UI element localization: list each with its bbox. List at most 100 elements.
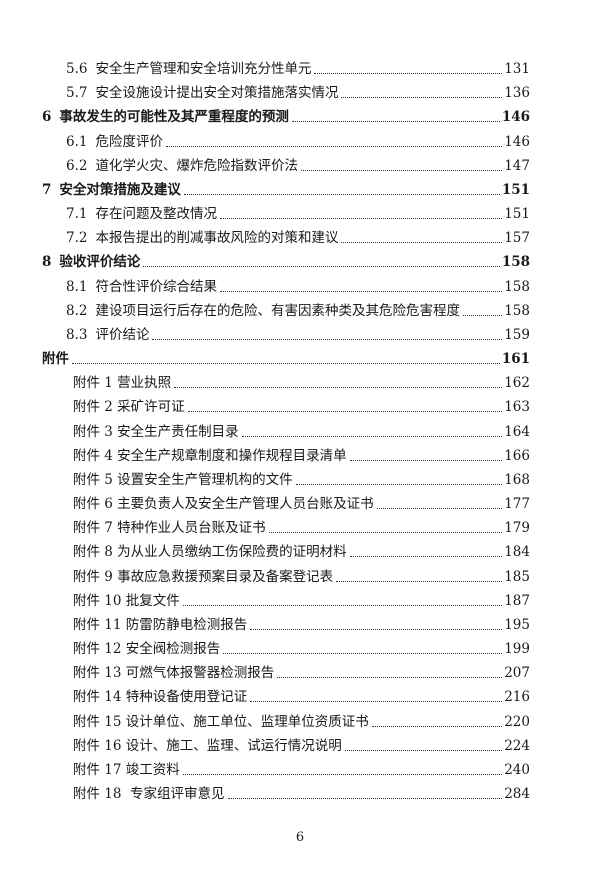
toc-entry[interactable]: 附件 11 防雷防静电检测报告 195 [73, 615, 530, 635]
toc-entry[interactable]: 5.7 安全设施设计提出安全对策措施落实情况 136 [66, 83, 530, 103]
toc-entry-title: 危险度评价 [95, 133, 163, 150]
toc-entry[interactable]: 附件 14 特种设备使用登记证 216 [73, 687, 530, 707]
dot-leader [182, 604, 503, 606]
toc-entry-page: 146 [501, 109, 530, 126]
toc-entry-page: 185 [504, 568, 530, 585]
toc-entry-title: 附件 15 设计单位、施工单位、监理单位资质证书 [73, 713, 369, 730]
toc-entry-page: 224 [504, 737, 530, 754]
toc-entry[interactable]: 8.1 符合性评价综合结果 158 [66, 277, 530, 297]
toc-entry[interactable]: 7.1 存在问题及整改情况 151 [66, 204, 530, 224]
toc-entry-title: 附件 9 事故应急救援预案目录及备案登记表 [73, 568, 334, 585]
toc-entry-title: 附件 [42, 351, 69, 368]
toc-entry[interactable]: 附件 1 营业执照 162 [73, 373, 530, 393]
toc-entry[interactable]: 附件 7 特种作业人员台账及证书 179 [73, 518, 530, 538]
toc-entry[interactable]: 附件 6 主要负责人及安全生产管理人员台账及证书 177 [73, 494, 530, 514]
toc-entry[interactable]: 附件 9 事故应急救援预案目录及备案登记表 185 [73, 567, 530, 587]
dot-leader [341, 242, 503, 244]
toc-entry-title: 安全生产管理和安全培训充分性单元 [95, 61, 312, 77]
toc-entry-title: 验收评价结论 [59, 254, 141, 271]
toc-entry-title: 建设项目运行后存在的危险、有害因素种类及其危险危害程度 [95, 302, 460, 319]
toc-entry[interactable]: 附件 8 为从业人员缴纳工伤保险费的证明材料 184 [73, 542, 530, 562]
toc-entry-page: 163 [504, 399, 530, 416]
toc-entry-title: 附件 18 专家组评审意见 [73, 786, 225, 803]
toc-entry[interactable]: 6.2 道化学火灾、爆炸危险指数评价法 147 [66, 156, 530, 176]
toc-entry[interactable]: 6 事故发生的可能性及其严重程度的预测 146 [42, 107, 530, 127]
toc-entry-page: 136 [504, 85, 530, 102]
dot-leader [371, 725, 503, 727]
toc-entry-number: 7 [42, 181, 52, 198]
toc-entry[interactable]: 附件 13 可燃气体报警器检测报告 207 [73, 663, 530, 683]
toc-entry-title: 附件 10 批复文件 [73, 592, 180, 609]
dot-leader [314, 73, 503, 74]
dot-leader [277, 677, 503, 679]
toc-entry[interactable]: 附件 15 设计单位、施工单位、监理单位资质证书 220 [73, 712, 530, 732]
dot-leader [349, 556, 503, 558]
toc-entry-title: 附件 17 竣工资料 [73, 761, 180, 778]
toc-entry-number: 7.2 [66, 230, 88, 247]
dot-leader [182, 773, 503, 775]
toc-entry[interactable]: 附件 16 设计、施工、监理、试运行情况说明 224 [73, 736, 530, 756]
toc-entry-number: 8 [42, 254, 52, 271]
page-number: 6 [295, 830, 305, 845]
dot-leader [174, 387, 503, 389]
toc-entry-page: 146 [504, 133, 530, 150]
toc-entry-page: 184 [504, 544, 530, 561]
dot-leader [376, 508, 503, 510]
toc-entry-title: 本报告提出的削减事故风险的对策和建议 [95, 230, 339, 247]
toc-entry-title: 附件 14 特种设备使用登记证 [73, 689, 248, 706]
toc-entry-title: 附件 11 防雷防静电检测报告 [73, 616, 248, 633]
toc-entry-title: 安全对策措施及建议 [59, 181, 181, 198]
dot-leader [250, 628, 503, 630]
toc-entry[interactable]: 附件 3 安全生产责任制目录 164 [73, 422, 530, 442]
dot-leader [183, 193, 500, 195]
dot-leader [268, 532, 503, 534]
toc-entry-title: 道化学火灾、爆炸危险指数评价法 [95, 157, 298, 174]
toc-entry-title: 附件 5 设置安全生产管理机构的文件 [73, 471, 293, 488]
toc-entry[interactable]: 8 验收评价结论 158 [42, 252, 530, 272]
toc-entry[interactable]: 附件 10 批复文件 187 [73, 591, 530, 611]
toc-entry-page: 158 [501, 254, 530, 271]
dot-leader [187, 411, 503, 413]
toc-entry-title: 附件 12 安全阀检测报告 [73, 641, 221, 658]
toc-entry[interactable]: 附件 5 设置安全生产管理机构的文件 168 [73, 470, 530, 490]
toc-entry[interactable]: 附件 12 安全阀检测报告 199 [73, 639, 530, 659]
toc-entry[interactable]: 6.1 危险度评价 146 [66, 132, 530, 152]
toc-entry[interactable]: 附件 161 [42, 349, 530, 369]
toc-entry-page: 166 [504, 447, 530, 464]
toc-entry-title: 附件 3 安全生产责任制目录 [73, 423, 239, 440]
toc-entry-title: 附件 4 安全生产规章制度和操作规程目录清单 [73, 447, 347, 464]
toc-entry[interactable]: 8.2 建设项目运行后存在的危险、有害因素种类及其危险危害程度 158 [66, 301, 530, 321]
toc-entry-title: 附件 1 营业执照 [73, 375, 172, 392]
toc-entry-title: 附件 6 主要负责人及安全生产管理人员台账及证书 [73, 496, 374, 513]
toc-entry-title: 存在问题及整改情况 [95, 206, 217, 223]
dot-leader [227, 798, 503, 800]
toc-entry[interactable]: 附件 2 采矿许可证 163 [73, 397, 530, 417]
toc-entry-title: 附件 13 可燃气体报警器检测报告 [73, 665, 275, 682]
toc-entry-title: 符合性评价综合结果 [95, 278, 217, 295]
dot-leader [143, 266, 500, 268]
toc-entry-page: 157 [504, 230, 530, 247]
toc-entry-page: 177 [504, 496, 530, 513]
toc-entry-page: 131 [504, 61, 530, 77]
toc-entry-title: 评价结论 [95, 326, 150, 343]
toc-entry-page: 284 [504, 786, 530, 803]
toc-entry-title: 附件 8 为从业人员缴纳工伤保险费的证明材料 [73, 544, 347, 561]
toc-entry-number: 7.1 [66, 206, 88, 223]
toc-entry[interactable]: 附件 17 竣工资料 240 [73, 760, 530, 780]
toc-entry-page: 147 [504, 157, 530, 174]
toc-entry[interactable]: 7.2 本报告提出的削减事故风险的对策和建议 157 [66, 228, 530, 248]
toc-entry[interactable]: 8.3 评价结论 159 [66, 325, 530, 345]
toc-entry-title: 安全设施设计提出安全对策措施落实情况 [95, 85, 339, 102]
toc-entry-page: 164 [504, 423, 530, 440]
toc-entry[interactable]: 7 安全对策措施及建议 151 [42, 180, 530, 200]
dot-leader [462, 314, 503, 316]
toc-entry-page: 158 [504, 302, 530, 319]
toc-entry-title: 附件 7 特种作业人员台账及证书 [73, 520, 266, 537]
toc-entry-title: 附件 16 设计、施工、监理、试运行情况说明 [73, 737, 342, 754]
toc-entry-number: 8.2 [66, 302, 88, 319]
toc-entry-page: 168 [504, 471, 530, 488]
toc-entry[interactable]: 附件 4 安全生产规章制度和操作规程目录清单 166 [73, 446, 530, 466]
dot-leader [219, 290, 503, 292]
toc-entry[interactable]: 附件 18 专家组评审意见 284 [73, 784, 530, 804]
toc-entry[interactable]: 5.6 安全生产管理和安全培训充分性单元 131 [66, 59, 530, 79]
